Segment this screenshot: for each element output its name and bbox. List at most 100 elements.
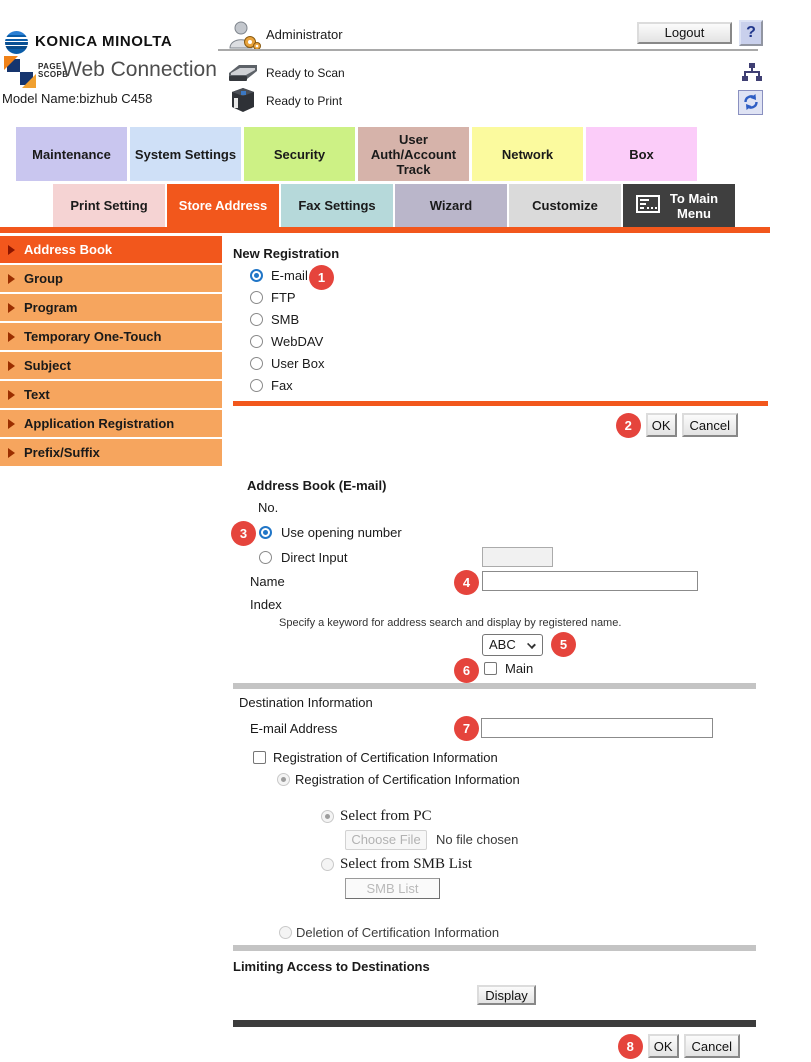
main-checkbox-row: 6 Main <box>233 658 810 683</box>
tab-maintenance[interactable]: Maintenance <box>16 127 127 181</box>
tab-network[interactable]: Network <box>472 127 583 181</box>
sidebar-item-subject[interactable]: Subject <box>0 352 222 379</box>
administrator-icon <box>228 20 262 55</box>
smb-list-button[interactable]: SMB List <box>345 878 440 899</box>
email-address-input[interactable] <box>481 718 713 738</box>
smb-radio-label[interactable]: SMB <box>271 312 300 327</box>
callout-badge-2: 2 <box>615 413 641 438</box>
ftp-radio[interactable] <box>250 291 263 304</box>
user-box-radio[interactable] <box>250 357 263 370</box>
logged-in-user: Administrator <box>266 27 343 42</box>
select-from-smb-row: Select from SMB List <box>233 855 810 875</box>
fax-radio[interactable] <box>250 379 263 392</box>
ftp-radio-label[interactable]: FTP <box>271 290 296 305</box>
direct-input-field[interactable] <box>482 547 553 567</box>
printer-status-text: Ready to Print <box>266 94 343 108</box>
arrow-icon <box>8 418 15 429</box>
product-title: Web Connection <box>62 58 217 81</box>
tab-customize[interactable]: Customize <box>509 184 621 227</box>
new-registration-title: New Registration <box>233 246 340 261</box>
smb-list-row: SMB List <box>233 875 810 899</box>
sidebar: Address Book Group Program Temporary One… <box>0 236 222 468</box>
callout-badge-5: 5 <box>551 632 576 657</box>
sidebar-item-temporary-one-touch[interactable]: Temporary One-Touch <box>0 323 222 350</box>
brand-name: KONICA MINOLTA <box>35 33 173 50</box>
pagescope-logo-icon <box>4 56 36 88</box>
use-opening-number-label[interactable]: Use opening number <box>281 525 402 540</box>
tab-user-auth-account-track[interactable]: User Auth/Account Track <box>358 127 469 181</box>
tab-security[interactable]: Security <box>244 127 355 181</box>
tab-fax-settings[interactable]: Fax Settings <box>281 184 393 227</box>
webdav-radio-label[interactable]: WebDAV <box>271 334 324 349</box>
sidebar-item-application-registration[interactable]: Application Registration <box>0 410 222 437</box>
sidebar-item-label: Text <box>24 387 50 402</box>
cert-registration-checkbox[interactable] <box>253 751 266 764</box>
deletion-radio-label: Deletion of Certification Information <box>296 925 500 940</box>
pagescope-word-page: PAGE <box>38 62 62 71</box>
option-row-email: E-mail 1 <box>233 265 810 290</box>
tab-to-main-menu[interactable]: To Main Menu <box>623 184 735 227</box>
use-opening-number-row: 3 Use opening number <box>231 521 810 546</box>
webdav-radio[interactable] <box>250 335 263 348</box>
logout-button[interactable]: Logout <box>637 22 732 44</box>
use-opening-number-radio[interactable] <box>259 526 272 539</box>
sidebar-item-prefix-suffix[interactable]: Prefix/Suffix <box>0 439 222 466</box>
select-from-pc-label: Select from PC <box>340 808 432 824</box>
footer-cancel-button[interactable]: Cancel <box>683 1034 740 1058</box>
to-main-menu-icon <box>636 195 660 216</box>
cert-registration-checkbox-label[interactable]: Registration of Certification Informatio… <box>273 750 498 765</box>
main-checkbox-label[interactable]: Main <box>505 661 534 676</box>
direct-input-radio[interactable] <box>259 551 272 564</box>
pagescope-word-scope: SCOPE <box>38 70 69 79</box>
destination-title: Destination Information <box>239 695 373 710</box>
sidebar-item-text[interactable]: Text <box>0 381 222 408</box>
direct-input-label[interactable]: Direct Input <box>281 550 348 565</box>
user-box-radio-label[interactable]: User Box <box>271 356 325 371</box>
new-registration-cancel-button[interactable]: Cancel <box>681 413 738 437</box>
main-checkbox[interactable] <box>484 662 497 675</box>
callout-badge-6: 6 <box>454 658 479 683</box>
section-separator-orange <box>233 401 768 406</box>
index-label-row: Index <box>233 597 810 617</box>
help-button[interactable]: ? <box>739 20 763 46</box>
network-topology-icon[interactable] <box>741 62 763 89</box>
main-content: New Registration E-mail 1 FTP SMB WebDAV… <box>231 233 810 1059</box>
index-label: Index <box>250 597 282 612</box>
sidebar-item-group[interactable]: Group <box>0 265 222 292</box>
footer-ok-button[interactable]: OK <box>647 1034 679 1058</box>
name-label: Name <box>250 574 285 589</box>
sidebar-item-address-book[interactable]: Address Book <box>0 236 222 263</box>
index-select-row: ABC 5 <box>233 632 810 659</box>
name-input[interactable] <box>482 571 698 591</box>
tab-print-setting[interactable]: Print Setting <box>53 184 165 227</box>
tab-store-address[interactable]: Store Address <box>167 184 279 227</box>
sidebar-item-program[interactable]: Program <box>0 294 222 321</box>
konica-minolta-globe-icon <box>5 31 28 54</box>
new-registration-ok-button[interactable]: OK <box>645 413 677 437</box>
fax-radio-label[interactable]: Fax <box>271 378 293 393</box>
display-button[interactable]: Display <box>477 985 536 1005</box>
tab-box[interactable]: Box <box>586 127 697 181</box>
index-select[interactable]: ABC <box>482 634 543 656</box>
sidebar-item-label: Address Book <box>24 242 113 257</box>
smb-radio[interactable] <box>250 313 263 326</box>
tab-system-settings[interactable]: System Settings <box>130 127 241 181</box>
callout-badge-8: 8 <box>617 1034 643 1059</box>
limiting-access-title: Limiting Access to Destinations <box>233 959 430 974</box>
tab-to-main-menu-label: To Main Menu <box>669 190 719 221</box>
email-radio-label[interactable]: E-mail <box>271 268 308 283</box>
arrow-icon <box>8 389 15 400</box>
arrow-icon <box>8 273 15 284</box>
sidebar-item-label: Prefix/Suffix <box>24 445 100 460</box>
refresh-button[interactable] <box>738 90 763 115</box>
secondary-tab-bar: Print Setting Store Address Fax Settings… <box>53 184 735 227</box>
email-radio[interactable] <box>250 269 263 282</box>
sidebar-item-label: Temporary One-Touch <box>24 329 162 344</box>
active-tab-underline <box>0 227 770 233</box>
option-row-user-box: User Box <box>233 354 810 376</box>
choose-file-button[interactable]: Choose File <box>345 830 427 850</box>
tab-wizard[interactable]: Wizard <box>395 184 507 227</box>
arrow-icon <box>8 244 15 255</box>
cert-registration-radio <box>277 773 290 786</box>
scanner-status-icon <box>227 60 259 90</box>
